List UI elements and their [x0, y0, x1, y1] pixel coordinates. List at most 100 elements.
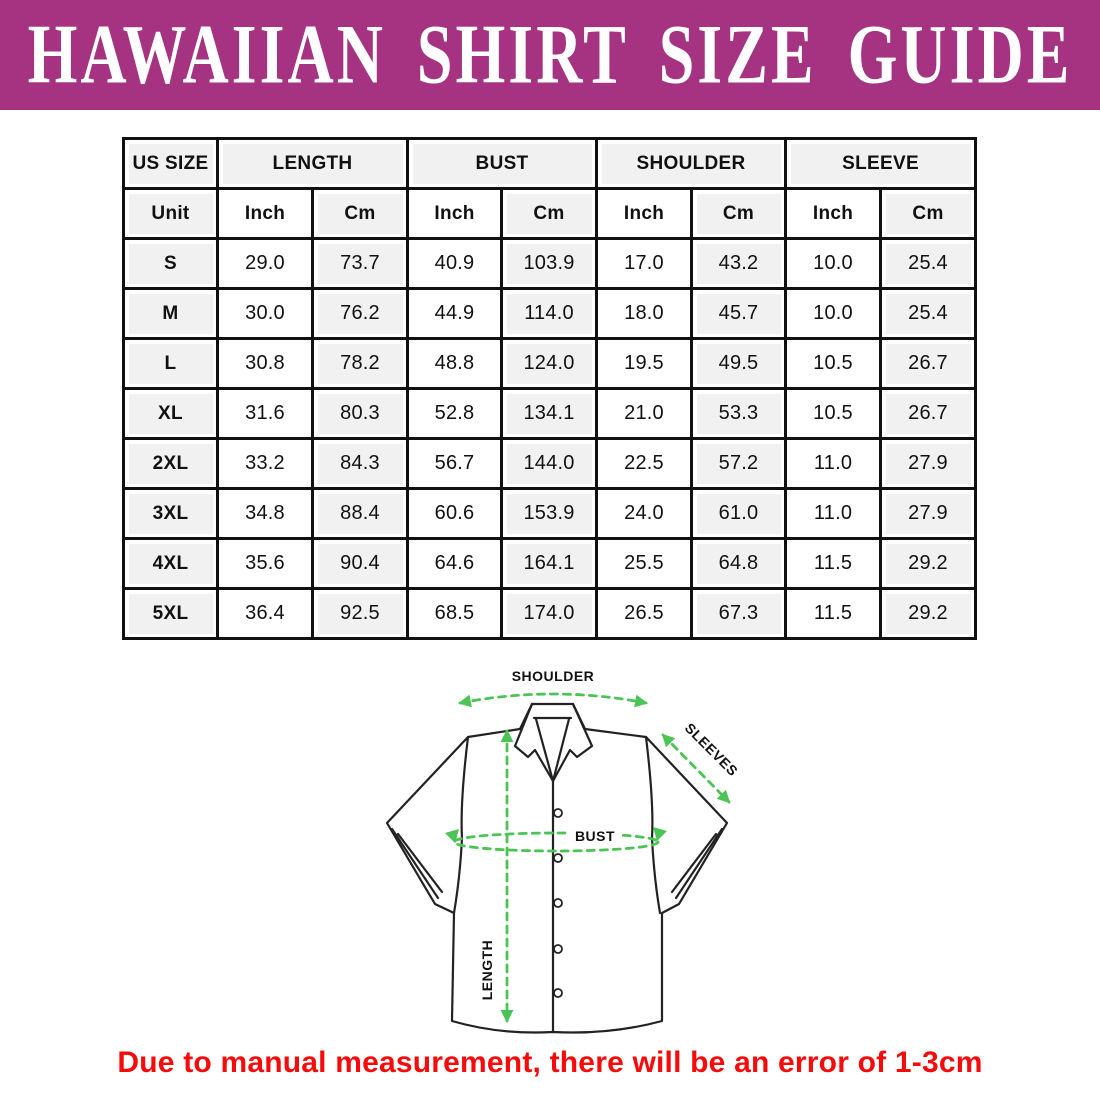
size-cell: 3XL [122, 487, 219, 540]
unit-row-label: Unit [122, 187, 219, 240]
value-cell: 25.4 [879, 237, 978, 290]
size-row-4xl: 4XL 35.6 90.4 64.6 164.1 25.5 64.8 11.5 29.2 [122, 537, 978, 590]
value-cell: 21.0 [595, 387, 694, 440]
value-cell: 26.5 [595, 587, 694, 640]
value-cell: 48.8 [406, 337, 503, 390]
right-lapel-line [551, 744, 594, 783]
value-cell: 174.0 [499, 587, 599, 640]
size-chart-table: US SIZE LENGTH BUST SHOULDER SLEEVE Unit Inch C… [122, 137, 978, 640]
shoulder-measure-arrow: SHOULDER [458, 668, 648, 708]
value-cell: 52.8 [406, 387, 503, 440]
size-row-l: L 30.8 78.2 48.8 124.0 19.5 49.5 10.5 26.7 [122, 337, 978, 390]
size-cell: M [122, 287, 219, 340]
shoulder-label: SHOULDER [512, 668, 595, 684]
length-measure-arrow: LENGTH [479, 729, 514, 1023]
page-title: HAWAIIAN SHIRT SIZE GUIDE [27, 7, 1073, 102]
value-cell: 40.9 [406, 237, 503, 290]
value-cell: 22.5 [595, 437, 694, 490]
value-cell: 10.0 [784, 287, 883, 340]
value-cell: 27.9 [879, 437, 978, 490]
size-row-5xl: 5XL 36.4 92.5 68.5 174.0 26.5 67.3 11.5 29.2 [122, 587, 978, 640]
value-cell: 124.0 [499, 337, 599, 390]
bust-measure-arrow: BUST [445, 827, 667, 853]
value-cell: 26.7 [879, 387, 978, 440]
value-cell: 10.5 [784, 387, 883, 440]
size-cell: 4XL [122, 537, 219, 590]
value-cell: 84.3 [311, 437, 409, 490]
col-header-shoulder: SHOULDER [595, 137, 788, 190]
unit-cell: Inch [216, 187, 314, 240]
value-cell: 103.9 [499, 237, 599, 290]
value-cell: 30.8 [216, 337, 314, 390]
value-cell: 11.5 [784, 587, 883, 640]
value-cell: 10.5 [784, 337, 883, 390]
left-lapel-line [513, 744, 555, 783]
value-cell: 36.4 [216, 587, 314, 640]
table-header-row: US SIZE LENGTH BUST SHOULDER SLEEVE [122, 137, 978, 190]
value-cell: 27.9 [879, 487, 978, 540]
value-cell: 90.4 [311, 537, 409, 590]
unit-cell: Inch [406, 187, 503, 240]
value-cell: 29.2 [879, 587, 978, 640]
value-cell: 24.0 [595, 487, 694, 540]
size-row-2xl: 2XL 33.2 84.3 56.7 144.0 22.5 57.2 11.0 27.9 [122, 437, 978, 490]
value-cell: 43.2 [690, 237, 788, 290]
footnote: Due to manual measurement, there will be… [117, 1046, 983, 1079]
value-cell: 35.6 [216, 537, 314, 590]
value-cell: 11.5 [784, 537, 883, 590]
unit-cell: Cm [311, 187, 409, 240]
value-cell: 64.6 [406, 537, 503, 590]
size-cell: L [122, 337, 219, 390]
value-cell: 29.0 [216, 237, 314, 290]
unit-row: Unit Inch Cm Inch Cm Inch Cm Inch Cm [122, 187, 978, 240]
value-cell: 17.0 [595, 237, 694, 290]
size-row-xl: XL 31.6 80.3 52.8 134.1 21.0 53.3 10.5 26.7 [122, 387, 978, 440]
left-inner-v-line [534, 717, 555, 783]
shirt-buttons [553, 808, 563, 998]
left-cuff-lines [390, 827, 444, 900]
shirt-measurement-diagram: SHOULDER SLEEVES BUST LENGTH [385, 668, 741, 1034]
col-header-sleeve: SLEEVE [784, 137, 978, 190]
value-cell: 19.5 [595, 337, 694, 390]
value-cell: 92.5 [311, 587, 409, 640]
bust-label-backing [568, 827, 622, 845]
value-cell: 18.0 [595, 287, 694, 340]
value-cell: 26.7 [879, 337, 978, 390]
value-cell: 31.6 [216, 387, 314, 440]
value-cell: 60.6 [406, 487, 503, 540]
value-cell: 134.1 [499, 387, 599, 440]
size-row-s: S 29.0 73.7 40.9 103.9 17.0 43.2 10.0 25.4 [122, 237, 978, 290]
sleeves-label: SLEEVES [682, 720, 741, 779]
value-cell: 88.4 [311, 487, 409, 540]
value-cell: 11.0 [784, 437, 883, 490]
value-cell: 56.7 [406, 437, 503, 490]
value-cell: 76.2 [311, 287, 409, 340]
bust-arrowhead-right [653, 827, 667, 841]
value-cell: 144.0 [499, 437, 599, 490]
header-banner: HAWAIIAN SHIRT SIZE GUIDE [0, 0, 1100, 110]
shirt-illustration [385, 702, 729, 1034]
value-cell: 78.2 [311, 337, 409, 390]
right-inner-v-line [551, 717, 571, 783]
unit-cell: Inch [595, 187, 694, 240]
length-label: LENGTH [479, 940, 495, 1001]
value-cell: 25.5 [595, 537, 694, 590]
shirt-body-outline [385, 702, 729, 1034]
value-cell: 10.0 [784, 237, 883, 290]
value-cell: 49.5 [690, 337, 788, 390]
value-cell: 45.7 [690, 287, 788, 340]
value-cell: 11.0 [784, 487, 883, 540]
unit-cell: Cm [879, 187, 978, 240]
value-cell: 80.3 [311, 387, 409, 440]
value-cell: 164.1 [499, 537, 599, 590]
value-cell: 53.3 [690, 387, 788, 440]
unit-cell: Inch [784, 187, 883, 240]
value-cell: 61.0 [690, 487, 788, 540]
bust-label: BUST [575, 828, 615, 844]
size-chart-body: US SIZE LENGTH BUST SHOULDER SLEEVE Unit Inch C… [122, 137, 978, 640]
collar-right-edge [571, 702, 594, 748]
value-cell: 68.5 [406, 587, 503, 640]
size-row-3xl: 3XL 34.8 88.4 60.6 153.9 24.0 61.0 11.0 27.9 [122, 487, 978, 540]
value-cell: 67.3 [690, 587, 788, 640]
